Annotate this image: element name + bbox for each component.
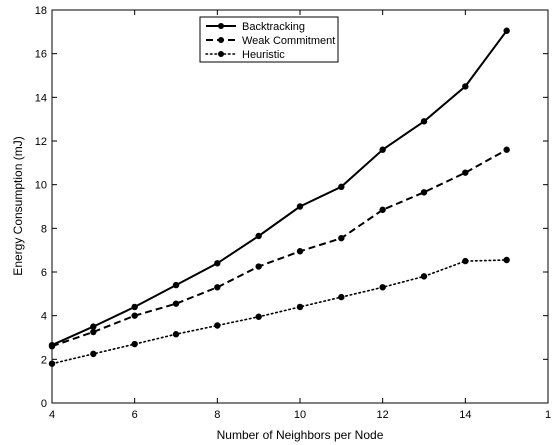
series-weak-commitment [48, 146, 510, 350]
data-point [214, 260, 221, 267]
data-point [462, 257, 469, 265]
y-tick-label: 12 [35, 136, 47, 148]
data-point [338, 293, 345, 301]
legend-entry: Weak Commitment [206, 35, 335, 47]
data-point [214, 284, 221, 291]
data-point [131, 340, 138, 348]
y-tick-label: 14 [35, 92, 47, 104]
y-tick-label: 4 [41, 311, 47, 323]
data-point [172, 281, 180, 289]
data-point [379, 284, 386, 291]
data-point [48, 343, 56, 350]
data-point [296, 248, 304, 255]
series-line [51, 259, 508, 365]
legend-marker [218, 51, 224, 57]
data-point [379, 206, 386, 213]
data-point [90, 350, 97, 358]
data-point [462, 83, 469, 90]
data-point [214, 322, 221, 329]
y-tick-label: 2 [41, 354, 47, 366]
data-point [48, 360, 56, 367]
y-tick-label: 8 [41, 223, 47, 235]
data-point [131, 303, 138, 311]
data-point [503, 146, 510, 153]
x-tick-label: 1 [545, 409, 551, 421]
data-point [338, 234, 345, 242]
series-line [51, 30, 508, 347]
data-point [338, 183, 345, 191]
data-point [503, 256, 510, 264]
y-tick-label: 0 [41, 398, 47, 410]
series-line [51, 148, 508, 348]
series-backtracking [48, 27, 510, 349]
data-point [379, 146, 386, 153]
y-tick-label: 10 [35, 180, 47, 192]
data-point [420, 118, 428, 125]
x-tick-label: 8 [214, 409, 220, 421]
y-tick-label: 6 [41, 267, 47, 279]
data-point [420, 273, 428, 280]
data-point [296, 203, 304, 210]
legend-marker [218, 23, 224, 29]
data-point [90, 323, 97, 330]
x-axis-label: Number of Neighbors per Node [217, 428, 384, 442]
x-tick-label: 4 [49, 409, 55, 421]
legend-marker [218, 37, 224, 43]
legend: Backtracking Weak Commitment Heuristic [199, 16, 339, 63]
series-heuristic [48, 256, 510, 367]
data-point [172, 300, 180, 307]
y-axis-label: Energy Consumption (mJ) [11, 136, 25, 275]
data-point [503, 27, 510, 34]
data-point [255, 313, 262, 320]
legend-label: Backtracking [242, 21, 305, 33]
data-point [172, 331, 180, 338]
legend-entry: Backtracking [206, 21, 305, 33]
legend-label: Weak Commitment [242, 35, 335, 47]
x-tick-label: 14 [459, 409, 471, 421]
legend-label: Heuristic [242, 49, 285, 61]
x-tick-label: 12 [377, 409, 389, 421]
y-tick-label: 18 [35, 5, 47, 17]
data-point [90, 328, 97, 336]
series-layer [48, 27, 510, 367]
data-point [462, 169, 469, 176]
data-point [255, 263, 262, 270]
legend-entry: Heuristic [205, 49, 285, 61]
data-point [255, 232, 262, 240]
x-tick-label: 6 [132, 409, 138, 421]
data-point [420, 189, 428, 196]
data-point [296, 303, 304, 311]
legend-entries: Backtracking Weak Commitment Heuristic [205, 21, 335, 61]
y-tick-label: 16 [35, 49, 47, 61]
data-point [131, 312, 138, 319]
x-tick-label: 10 [294, 409, 306, 421]
